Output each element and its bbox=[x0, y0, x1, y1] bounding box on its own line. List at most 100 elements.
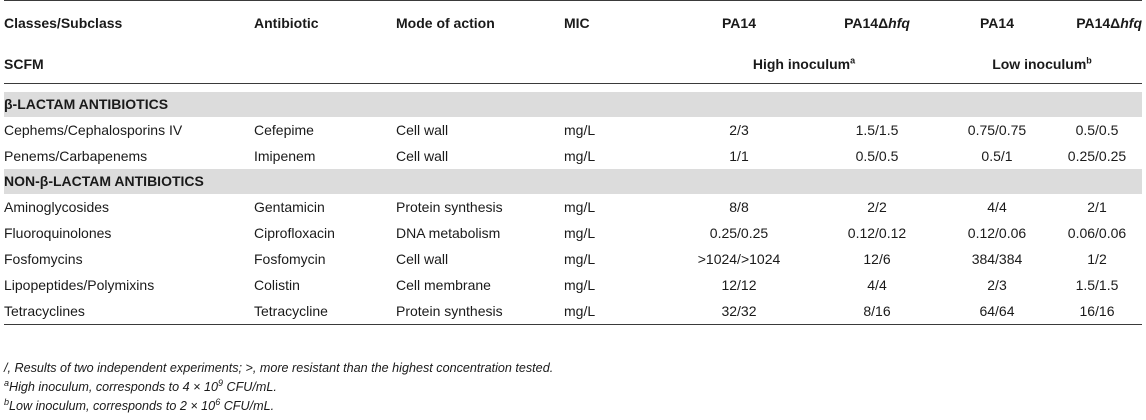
header-mode: Mode of action bbox=[396, 15, 495, 31]
cell-mutant-low: 0.06/0.06 bbox=[1067, 225, 1127, 241]
cell-class: Lipopeptides/Polymixins bbox=[4, 277, 155, 293]
cell-pa14-high: 2/3 bbox=[729, 122, 749, 138]
cell-mutant-high: 0.5/0.5 bbox=[855, 148, 899, 164]
footnote-a: aHigh inoculum, corresponds to 4 × 109 C… bbox=[4, 378, 553, 397]
cell-mutant-high: 8/16 bbox=[863, 303, 891, 319]
cell-antibiotic: Imipenem bbox=[254, 148, 316, 164]
subheader-low-label: Low inoculum bbox=[992, 56, 1087, 72]
cell-class: Aminoglycosides bbox=[4, 199, 110, 215]
table-row: Aminoglycosides Gentamicin Protein synth… bbox=[4, 194, 1142, 220]
footnote-b-text: Low inoculum, corresponds to 2 × 10 bbox=[9, 399, 216, 413]
subheader-medium: SCFM bbox=[4, 56, 44, 72]
cell-pa14-high: >1024/>1024 bbox=[697, 251, 781, 267]
cell-pa14-low: 0.75/0.75 bbox=[967, 122, 1027, 138]
footnotes: /, Results of two independent experiment… bbox=[4, 359, 553, 416]
cell-mutant-low: 0.5/0.5 bbox=[1075, 122, 1119, 138]
cell-mode: Cell wall bbox=[396, 251, 449, 267]
cell-pa14-high: 12/12 bbox=[721, 277, 757, 293]
cell-mic: mg/L bbox=[564, 122, 596, 138]
subheader-high-mark: a bbox=[850, 55, 856, 66]
header-mutant-high-gene: hfq bbox=[888, 15, 910, 31]
footnote-b-unit: CFU/mL. bbox=[220, 399, 275, 413]
cell-mutant-high: 1.5/1.5 bbox=[855, 122, 899, 138]
subheader-low-inoculum: Low inoculumb bbox=[942, 45, 1142, 84]
cell-mutant-low: 2/1 bbox=[1087, 199, 1107, 215]
table-row: Cephems/Cephalosporins IV Cefepime Cell … bbox=[4, 117, 1142, 143]
subheader-high-inoculum: High inoculuma bbox=[666, 45, 942, 84]
section-header: β-LACTAM ANTIBIOTICS bbox=[4, 92, 1142, 117]
header-antibiotic: Antibiotic bbox=[254, 15, 319, 31]
cell-antibiotic: Colistin bbox=[254, 277, 300, 293]
header-pa14-low: PA14 bbox=[980, 15, 1014, 31]
cell-mic: mg/L bbox=[564, 148, 596, 164]
header-mutant-low-prefix: PA14Δ bbox=[1076, 15, 1121, 31]
footnote-a-unit: CFU/mL. bbox=[223, 380, 277, 394]
table-row: Fluoroquinolones Ciprofloxacin DNA metab… bbox=[4, 220, 1142, 246]
footnote-a-mark: a bbox=[4, 377, 10, 388]
header-mutant-low: PA14Δhfq bbox=[1052, 1, 1142, 46]
header-pa14-high: PA14 bbox=[722, 15, 756, 31]
cell-mutant-low: 16/16 bbox=[1079, 303, 1115, 319]
cell-class: Penems/Carbapenems bbox=[4, 148, 148, 164]
header-mic: MIC bbox=[564, 15, 590, 31]
cell-antibiotic: Fosfomycin bbox=[254, 251, 326, 267]
cell-mode: DNA metabolism bbox=[396, 225, 501, 241]
header-row: Classes/Subclass Antibiotic Mode of acti… bbox=[4, 0, 1142, 46]
section-header: NON-β-LACTAM ANTIBIOTICS bbox=[4, 169, 1142, 194]
cell-pa14-low: 64/64 bbox=[979, 303, 1015, 319]
cell-antibiotic: Ciprofloxacin bbox=[254, 225, 335, 241]
subheader-low-mark: b bbox=[1086, 55, 1092, 66]
cell-mutant-high: 0.12/0.12 bbox=[847, 225, 907, 241]
cell-mode: Cell membrane bbox=[396, 277, 491, 293]
footnote-b-exponent: 6 bbox=[215, 396, 221, 407]
cell-antibiotic: Gentamicin bbox=[254, 199, 325, 215]
footnote-a-exponent: 9 bbox=[217, 377, 223, 388]
section-title-beta-lactam: β-LACTAM ANTIBIOTICS bbox=[4, 92, 1142, 117]
table-row: Tetracyclines Tetracycline Protein synth… bbox=[4, 298, 1142, 325]
cell-antibiotic: Tetracycline bbox=[254, 303, 328, 319]
cell-pa14-high: 0.25/0.25 bbox=[709, 225, 769, 241]
cell-pa14-low: 384/384 bbox=[971, 251, 1023, 267]
cell-pa14-low: 2/3 bbox=[987, 277, 1007, 293]
table-container: Classes/Subclass Antibiotic Mode of acti… bbox=[4, 0, 1142, 325]
footnote-b: bLow inoculum, corresponds to 2 × 106 CF… bbox=[4, 397, 553, 416]
cell-pa14-low: 0.12/0.06 bbox=[967, 225, 1027, 241]
table-row: Lipopeptides/Polymixins Colistin Cell me… bbox=[4, 272, 1142, 298]
cell-mutant-high: 12/6 bbox=[863, 251, 891, 267]
subheader-high-label: High inoculum bbox=[752, 56, 851, 72]
cell-mic: mg/L bbox=[564, 303, 596, 319]
cell-antibiotic: Cefepime bbox=[254, 122, 314, 138]
cell-mutant-low: 0.25/0.25 bbox=[1067, 148, 1127, 164]
cell-mic: mg/L bbox=[564, 277, 596, 293]
cell-mode: Protein synthesis bbox=[396, 199, 503, 215]
footnote-b-mark: b bbox=[4, 396, 10, 407]
header-class: Classes/Subclass bbox=[4, 15, 123, 31]
section-title-non-beta-lactam: NON-β-LACTAM ANTIBIOTICS bbox=[4, 169, 1142, 194]
table-row: Fosfomycins Fosfomycin Cell wall mg/L >1… bbox=[4, 246, 1142, 272]
cell-pa14-low: 4/4 bbox=[987, 199, 1007, 215]
footnote-general: /, Results of two independent experiment… bbox=[4, 361, 554, 375]
footnote-a-text: High inoculum, corresponds to 4 × 10 bbox=[9, 380, 218, 394]
header-mutant-high: PA14Δhfq bbox=[812, 1, 942, 46]
cell-mutant-high: 2/2 bbox=[867, 199, 887, 215]
cell-pa14-high: 8/8 bbox=[729, 199, 749, 215]
cell-class: Fluoroquinolones bbox=[4, 225, 112, 241]
cell-mode: Cell wall bbox=[396, 148, 449, 164]
cell-pa14-high: 32/32 bbox=[721, 303, 757, 319]
cell-pa14-high: 1/1 bbox=[729, 148, 749, 164]
cell-mutant-low: 1/2 bbox=[1087, 251, 1107, 267]
cell-class: Tetracyclines bbox=[4, 303, 85, 319]
cell-class: Cephems/Cephalosporins IV bbox=[4, 122, 183, 138]
cell-mic: mg/L bbox=[564, 225, 596, 241]
subheader-row: SCFM High inoculuma Low inoculumb bbox=[4, 45, 1142, 84]
mic-table: Classes/Subclass Antibiotic Mode of acti… bbox=[4, 0, 1142, 325]
cell-mutant-low: 1.5/1.5 bbox=[1075, 277, 1119, 293]
cell-mode: Protein synthesis bbox=[396, 303, 503, 319]
cell-mode: Cell wall bbox=[396, 122, 449, 138]
cell-mic: mg/L bbox=[564, 251, 596, 267]
cell-mutant-high: 4/4 bbox=[867, 277, 887, 293]
header-mutant-low-gene: hfq bbox=[1120, 15, 1142, 31]
cell-class: Fosfomycins bbox=[4, 251, 83, 267]
table-row: Penems/Carbapenems Imipenem Cell wall mg… bbox=[4, 143, 1142, 169]
cell-mic: mg/L bbox=[564, 199, 596, 215]
